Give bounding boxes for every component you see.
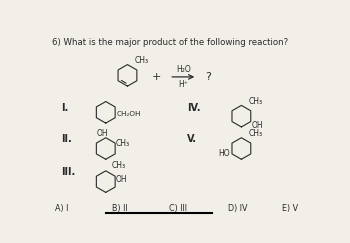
Text: OH: OH	[251, 121, 263, 130]
Text: CH₃: CH₃	[116, 139, 130, 148]
Text: B) II: B) II	[112, 204, 127, 213]
Text: HO: HO	[218, 149, 230, 158]
Text: C) III: C) III	[169, 204, 187, 213]
Text: 6) What is the major product of the following reaction?: 6) What is the major product of the foll…	[51, 38, 288, 47]
Text: CH₃: CH₃	[249, 97, 263, 106]
Text: II.: II.	[61, 134, 71, 144]
Text: III.: III.	[61, 167, 75, 177]
Text: I.: I.	[61, 104, 68, 113]
Text: CH₃: CH₃	[135, 56, 149, 65]
Text: OH: OH	[97, 129, 108, 138]
Text: CH₃: CH₃	[111, 161, 125, 170]
Text: H⁺: H⁺	[178, 80, 188, 89]
Text: ?: ?	[205, 72, 211, 82]
Text: CH₃: CH₃	[249, 130, 263, 139]
Text: OH: OH	[116, 175, 127, 184]
Text: V.: V.	[187, 134, 197, 144]
Text: D) IV: D) IV	[228, 204, 248, 213]
Text: H₂O: H₂O	[176, 65, 191, 74]
Text: CH₂OH: CH₂OH	[117, 112, 141, 117]
Text: A) I: A) I	[55, 204, 68, 213]
Text: IV.: IV.	[187, 104, 201, 113]
Text: E) V: E) V	[282, 204, 299, 213]
Text: +: +	[152, 72, 161, 82]
